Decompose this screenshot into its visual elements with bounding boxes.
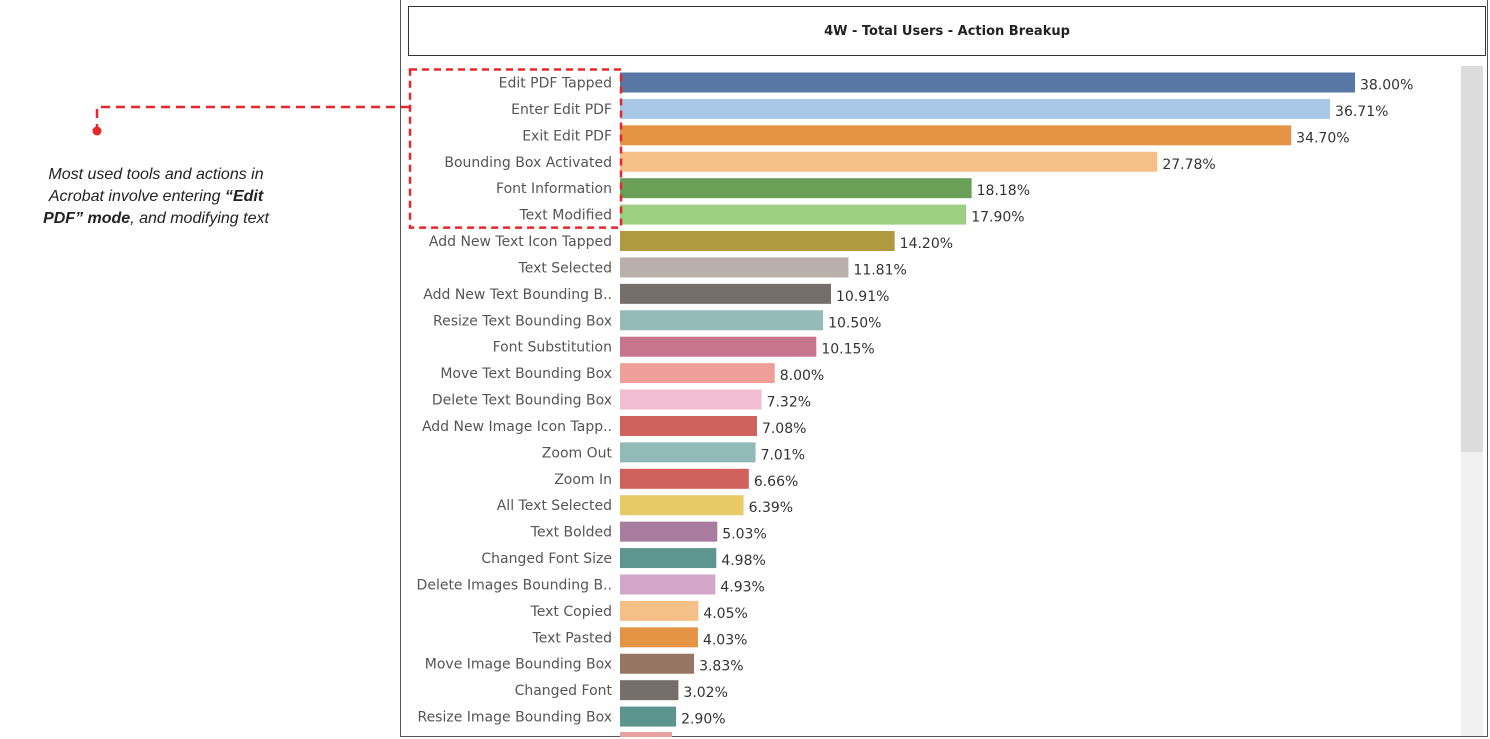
bar-partial	[620, 732, 672, 737]
value-label: 17.90%	[971, 210, 1024, 226]
callout-text-line-2: Acrobat involve entering	[48, 188, 225, 205]
category-label: Delete Images Bounding B..	[417, 577, 612, 593]
bar[interactable]	[620, 257, 849, 278]
bar[interactable]	[620, 231, 895, 252]
bar[interactable]	[620, 72, 1355, 93]
value-label: 36.71%	[1335, 104, 1388, 120]
category-label: Font Substitution	[493, 340, 612, 356]
value-label: 7.01%	[761, 447, 805, 463]
bar[interactable]	[620, 706, 677, 727]
value-label: 8.00%	[780, 368, 824, 384]
category-label: Add New Text Icon Tapped	[429, 234, 612, 250]
value-label: 10.50%	[828, 315, 881, 331]
category-label: Move Image Bounding Box	[425, 657, 612, 673]
bar[interactable]	[620, 548, 717, 569]
value-label: 38.00%	[1360, 78, 1413, 94]
value-label: 4.93%	[720, 579, 764, 595]
category-label: Text Modified	[518, 208, 612, 224]
value-label: 27.78%	[1162, 157, 1215, 173]
bar[interactable]	[620, 468, 749, 489]
category-label: Text Pasted	[532, 630, 612, 646]
bar[interactable]	[620, 574, 716, 595]
bar[interactable]	[620, 178, 972, 199]
value-label: 6.66%	[754, 474, 798, 490]
category-label: Move Text Bounding Box	[440, 366, 612, 382]
value-label: 2.90%	[681, 712, 725, 728]
value-label: 4.98%	[721, 553, 765, 569]
category-label: Zoom In	[554, 472, 612, 488]
bar[interactable]	[620, 521, 718, 542]
chart-title: 4W - Total Users - Action Breakup	[824, 23, 1070, 39]
category-label: Enter Edit PDF	[511, 102, 612, 118]
bar[interactable]	[620, 125, 1292, 146]
bar[interactable]	[620, 627, 698, 648]
callout-text-line-1: Most used tools and actions in	[48, 166, 264, 183]
callout-text-line-3: , and modifying text	[130, 210, 269, 227]
chart-panel	[400, 0, 1488, 737]
bar[interactable]	[620, 495, 744, 516]
value-label: 6.39%	[749, 500, 793, 516]
bar[interactable]	[620, 600, 699, 621]
value-label: 3.83%	[699, 659, 743, 675]
callout-highlight-box	[408, 68, 623, 229]
category-label: Font Information	[496, 181, 612, 197]
category-label: Text Selected	[518, 260, 612, 276]
bar[interactable]	[620, 415, 757, 436]
value-label: 3.02%	[683, 685, 727, 701]
bars-group: Edit PDF Tapped 38.00% Enter Edit PDF 36.71…	[417, 72, 1413, 737]
bar[interactable]	[620, 389, 762, 410]
bar[interactable]	[620, 98, 1331, 119]
bar[interactable]	[620, 336, 817, 357]
category-label: Add New Image Icon Tapp..	[422, 419, 612, 435]
category-label: Changed Font Size	[481, 551, 612, 567]
category-label: Resize Image Bounding Box	[417, 710, 612, 726]
value-label: 11.81%	[853, 262, 906, 278]
value-label: 10.15%	[821, 342, 874, 358]
bar[interactable]	[620, 283, 832, 304]
category-label: Resize Text Bounding Box	[433, 313, 612, 329]
category-label: Text Bolded	[530, 525, 612, 541]
value-label: 34.70%	[1296, 130, 1349, 146]
bar[interactable]	[620, 151, 1158, 172]
chart-title-box: 4W - Total Users - Action Breakup	[408, 6, 1486, 56]
category-label: Text Copied	[530, 604, 612, 620]
value-label: 4.05%	[703, 606, 747, 622]
scrollbar-thumb[interactable]	[1461, 66, 1483, 452]
callout-connector-line	[95, 105, 410, 131]
bar[interactable]	[620, 204, 967, 225]
value-label: 4.03%	[703, 632, 747, 648]
callout-text: Most used tools and actions in Acrobat in…	[6, 164, 306, 230]
value-label: 14.20%	[900, 236, 953, 252]
callout-bold-2: PDF” mode	[43, 210, 131, 227]
value-label: 7.32%	[767, 395, 811, 411]
category-label: Add New Text Bounding B..	[423, 287, 612, 303]
category-label: Exit Edit PDF	[522, 128, 612, 144]
bar[interactable]	[620, 310, 824, 331]
callout-bold-1: “Edit	[224, 188, 264, 205]
callout-dot-marker	[92, 126, 102, 136]
value-label: 5.03%	[722, 527, 766, 543]
bar[interactable]	[620, 680, 679, 701]
bar[interactable]	[620, 442, 756, 463]
callout-overlay	[92, 68, 623, 229]
value-label: 10.91%	[836, 289, 889, 305]
annotation-area: Most used tools and actions in Acrobat in…	[0, 0, 400, 739]
value-label: 7.08%	[762, 421, 806, 437]
category-label: Bounding Box Activated	[444, 155, 612, 171]
category-label: Delete Text Bounding Box	[432, 393, 612, 409]
category-label: All Text Selected	[497, 498, 612, 514]
value-label: 18.18%	[977, 183, 1030, 199]
category-label: Zoom Out	[542, 445, 613, 461]
bar[interactable]	[620, 363, 775, 384]
category-label: Edit PDF Tapped	[499, 76, 612, 92]
category-label: Changed Font	[515, 683, 613, 699]
bar[interactable]	[620, 653, 695, 674]
